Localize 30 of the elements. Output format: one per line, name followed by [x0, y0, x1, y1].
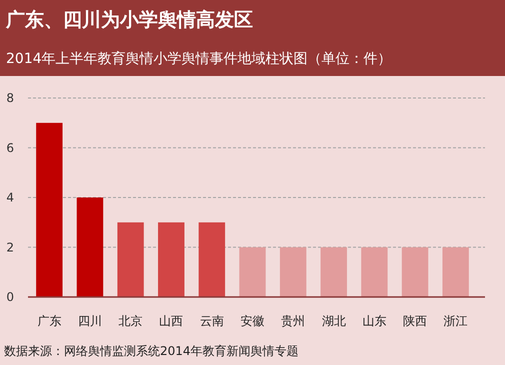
bar — [198, 222, 226, 297]
bar — [36, 122, 63, 297]
chart-subtitle: 2014年上半年教育舆情小学舆情事件地域柱状图（单位：件） — [6, 50, 392, 67]
x-tick-label: 云南 — [200, 314, 224, 328]
bar — [320, 247, 347, 297]
bar — [158, 222, 184, 297]
x-tick-label: 广东 — [37, 314, 62, 328]
source-note: 数据来源：网络舆情监测系统2014年教育新闻舆情专题 — [4, 344, 299, 358]
y-tick-label: 8 — [6, 91, 14, 106]
y-tick-label: 6 — [6, 140, 14, 155]
bar — [117, 222, 144, 297]
x-tick-label: 湖北 — [322, 314, 346, 328]
y-tick-label: 4 — [6, 190, 14, 205]
x-tick-label: 贵州 — [281, 314, 306, 328]
x-tick-label: 四川 — [78, 314, 102, 328]
bar — [239, 247, 266, 297]
bar — [76, 198, 104, 297]
y-tick-label: 2 — [6, 240, 14, 254]
x-tick-label: 安徽 — [240, 314, 264, 328]
x-tick-label: 北京 — [118, 314, 143, 328]
x-tick-label: 陕西 — [403, 314, 428, 328]
chart-title: 广东、四川为小学舆情高发区 — [5, 9, 253, 31]
x-tick-label: 浙江 — [444, 314, 468, 328]
x-tick-label: 山东 — [362, 314, 386, 328]
bar — [442, 247, 469, 297]
bar — [402, 247, 428, 297]
bar — [361, 247, 388, 297]
y-tick-label: 0 — [6, 290, 14, 304]
x-tick-label: 山西 — [159, 314, 184, 328]
bar — [280, 247, 306, 297]
